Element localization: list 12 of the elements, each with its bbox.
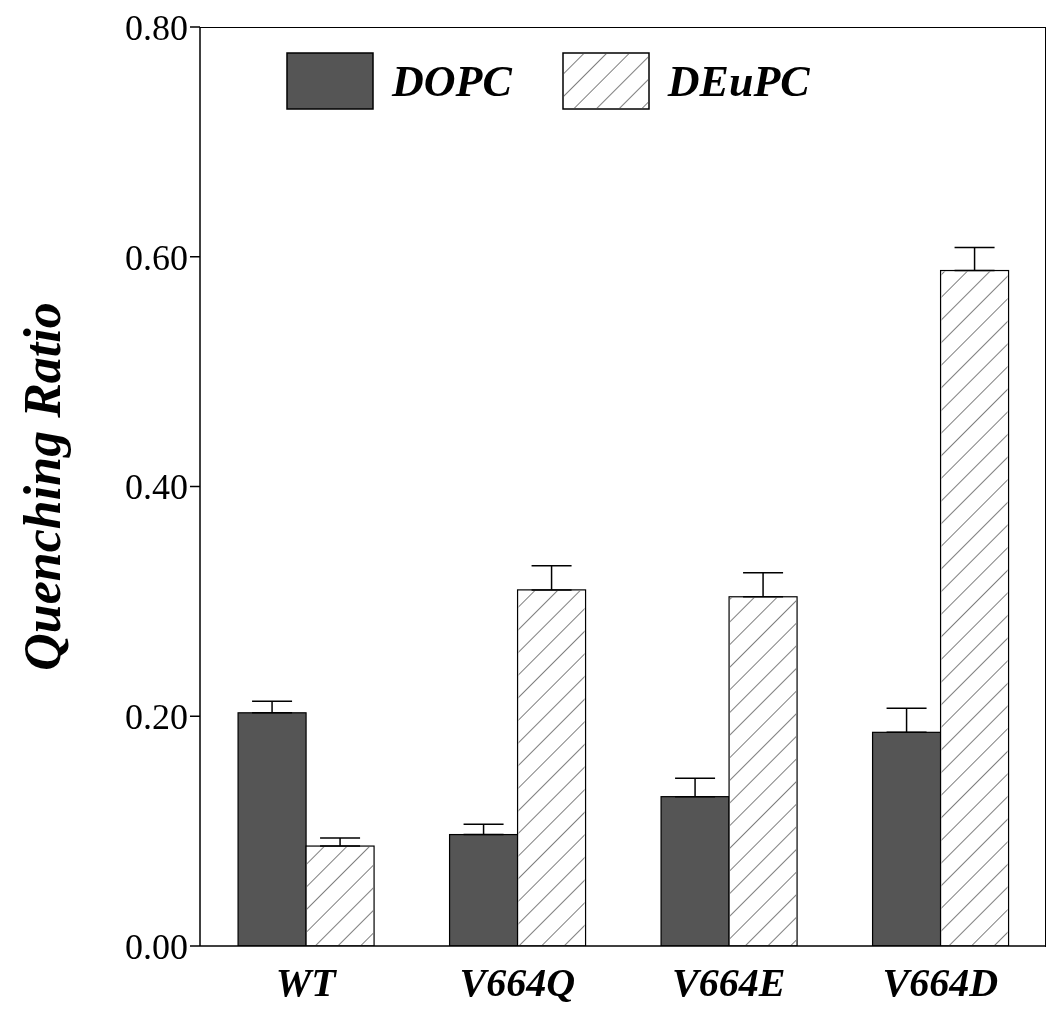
y-tick-label: 0.60 <box>125 237 188 278</box>
y-tick-label: 0.40 <box>125 467 188 508</box>
x-tick-label: V664E <box>672 960 786 1006</box>
legend-label: DEuPC <box>667 55 810 107</box>
y-tick-label: 0.80 <box>125 7 188 48</box>
y-axis-title: Quenching Ratio <box>14 302 71 671</box>
y-tick-label: 0.20 <box>125 697 188 738</box>
x-tick-label: V664D <box>882 960 999 1006</box>
legend-label: DOPC <box>392 55 512 107</box>
y-tick-label: 0.00 <box>125 926 188 967</box>
x-tick-label: V664Q <box>459 960 576 1006</box>
x-tick-label: WT <box>275 960 338 1006</box>
